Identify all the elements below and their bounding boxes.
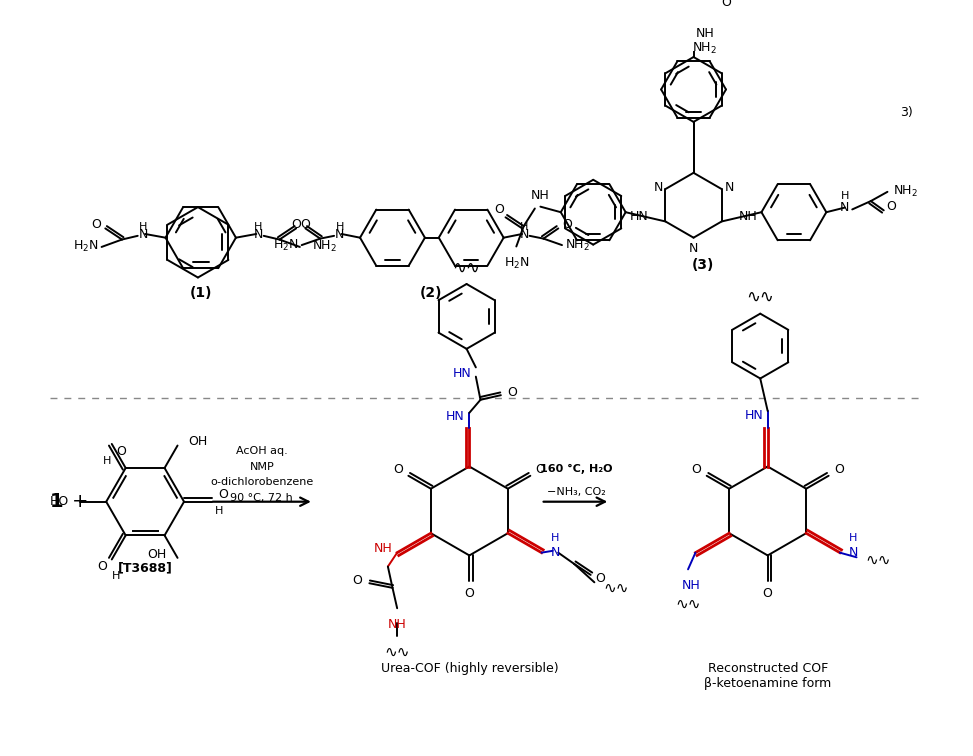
Text: (3): (3) [692, 259, 714, 272]
Text: β-ketoenamine form: β-ketoenamine form [704, 677, 831, 689]
Text: N: N [551, 546, 560, 559]
Text: NH$_2$: NH$_2$ [692, 42, 717, 57]
Text: NH: NH [531, 189, 550, 202]
Text: ∿∿: ∿∿ [384, 646, 410, 660]
Text: HO: HO [50, 495, 69, 508]
Text: O: O [116, 445, 126, 458]
Text: OH: OH [147, 547, 166, 561]
Text: H: H [841, 191, 849, 201]
Text: HN: HN [744, 409, 763, 422]
Text: O: O [763, 587, 773, 600]
Text: o-dichlorobenzene: o-dichlorobenzene [210, 477, 313, 488]
Text: N: N [849, 546, 858, 559]
Text: H: H [103, 456, 111, 466]
Text: O: O [301, 218, 310, 231]
Text: H: H [254, 222, 263, 231]
Text: Reconstructed COF: Reconstructed COF [707, 662, 828, 675]
Text: (1): (1) [190, 287, 212, 300]
Text: [T3688]: [T3688] [118, 562, 172, 575]
Text: H: H [520, 222, 528, 231]
Text: +: + [72, 492, 89, 511]
Text: O: O [507, 386, 517, 399]
Text: O: O [352, 574, 362, 587]
Text: O: O [97, 560, 107, 573]
Text: H: H [849, 534, 857, 544]
Text: 160 °C, H₂O: 160 °C, H₂O [540, 464, 612, 474]
Text: O: O [562, 218, 572, 231]
Text: N: N [253, 228, 263, 241]
Text: HN: HN [631, 210, 649, 223]
Text: 1: 1 [50, 492, 63, 511]
Text: O: O [692, 463, 702, 476]
Text: NH$_2$: NH$_2$ [312, 240, 337, 255]
Text: AcOH aq.: AcOH aq. [236, 446, 288, 456]
Text: H$_2$N: H$_2$N [73, 240, 99, 255]
Text: O: O [464, 587, 474, 600]
Text: NH: NH [739, 210, 757, 223]
Text: ∿∿: ∿∿ [675, 597, 701, 612]
Text: N: N [724, 181, 734, 194]
Text: H$_2$N: H$_2$N [504, 256, 529, 271]
Text: N: N [654, 181, 663, 194]
Text: N: N [520, 228, 528, 241]
Text: N: N [138, 228, 148, 241]
Text: O: O [721, 0, 731, 9]
Text: H: H [551, 534, 559, 544]
Text: O: O [535, 463, 546, 476]
Text: Urea-COF (highly reversible): Urea-COF (highly reversible) [380, 662, 559, 675]
Text: N: N [335, 228, 344, 241]
Text: NH$_2$: NH$_2$ [564, 237, 590, 253]
Text: NMP: NMP [249, 461, 274, 472]
Text: O: O [291, 218, 301, 231]
Text: H: H [139, 222, 148, 231]
Text: O: O [91, 218, 101, 231]
Text: N: N [840, 201, 849, 214]
Text: NH: NH [374, 543, 392, 556]
Text: −NH₃, CO₂: −NH₃, CO₂ [547, 488, 605, 497]
Text: HN: HN [446, 410, 465, 423]
Text: HN: HN [452, 367, 471, 380]
Text: O: O [834, 463, 844, 476]
Text: NH$_2$: NH$_2$ [893, 184, 918, 200]
Text: N: N [689, 243, 699, 256]
Text: OH: OH [189, 435, 208, 448]
Text: ∿∿: ∿∿ [603, 581, 630, 596]
Text: NH: NH [681, 578, 701, 592]
Text: O: O [218, 488, 228, 500]
Text: 90 °C, 72 h: 90 °C, 72 h [231, 493, 293, 503]
Text: NH: NH [388, 618, 407, 631]
Text: H: H [112, 571, 121, 581]
Text: H: H [336, 222, 343, 231]
Text: (2): (2) [420, 287, 443, 300]
Text: H$_2$N: H$_2$N [273, 237, 299, 253]
Text: O: O [595, 572, 605, 585]
Text: ∿∿: ∿∿ [452, 259, 481, 277]
Text: H: H [215, 506, 224, 516]
Text: ∿∿: ∿∿ [866, 553, 891, 568]
Text: NH: NH [696, 27, 714, 40]
Text: O: O [393, 463, 403, 476]
Text: 3): 3) [900, 106, 913, 119]
Text: ∿∿: ∿∿ [746, 288, 775, 306]
Text: O: O [494, 203, 505, 216]
Text: O: O [886, 200, 896, 213]
